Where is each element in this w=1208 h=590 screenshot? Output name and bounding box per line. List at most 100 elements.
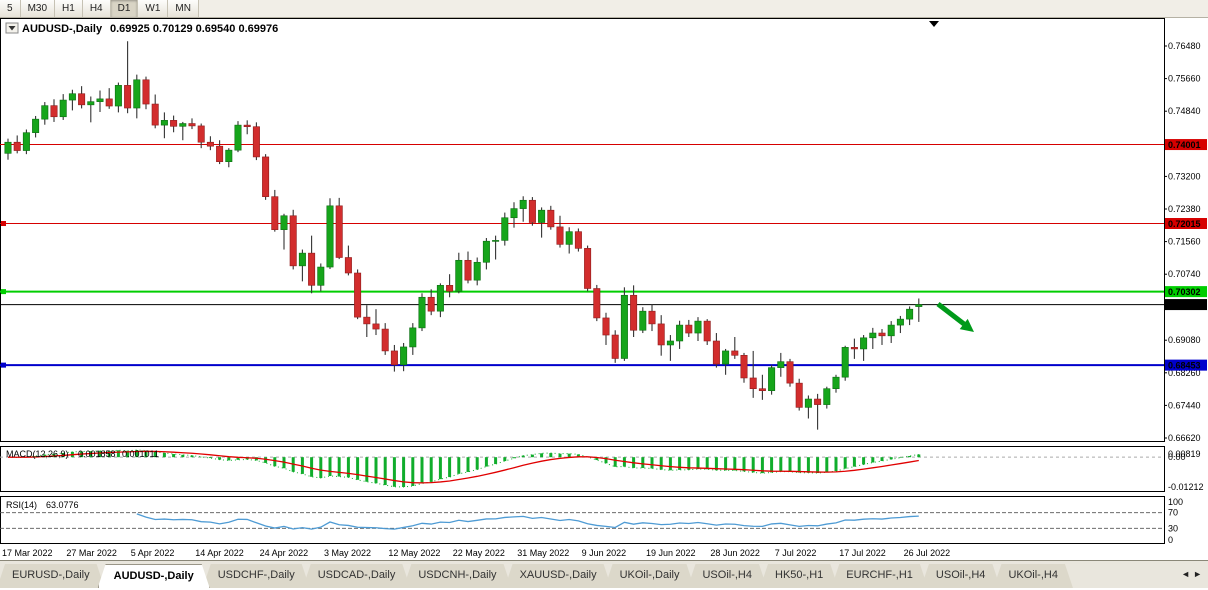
candle bbox=[814, 393, 822, 430]
candle bbox=[344, 245, 352, 276]
chart-tab-eurusd-daily[interactable]: EURUSD-,Daily bbox=[0, 564, 105, 588]
candle bbox=[197, 123, 205, 149]
chart-shift-marker[interactable] bbox=[929, 21, 939, 27]
rsi-value: 63.0776 bbox=[46, 500, 79, 510]
chart-tab-hk50-h1[interactable]: HK50-,H1 bbox=[760, 564, 838, 588]
date-axis-label: 17 Jul 2022 bbox=[839, 548, 886, 558]
candle bbox=[317, 263, 325, 292]
candle bbox=[170, 115, 178, 133]
timeframe-button-5[interactable]: 5 bbox=[0, 0, 21, 17]
price-axis-tick: 0.68260 bbox=[1168, 368, 1201, 378]
chart-tab-usdchf-daily[interactable]: USDCHF-,Daily bbox=[203, 564, 310, 588]
candle bbox=[179, 121, 187, 141]
chart-symbol-title: AUDUSD-,Daily bbox=[22, 23, 103, 35]
candle bbox=[78, 86, 86, 109]
candle bbox=[869, 327, 877, 349]
candle bbox=[13, 135, 21, 154]
candle bbox=[712, 333, 720, 368]
chart-tab-xauusd-daily[interactable]: XAUUSD-,Daily bbox=[505, 564, 612, 588]
timeframe-button-MN[interactable]: MN bbox=[168, 0, 199, 17]
rsi-line bbox=[136, 513, 919, 530]
candle bbox=[630, 285, 638, 338]
price-axis-tick: 0.76480 bbox=[1168, 41, 1201, 51]
timeframe-button-D1[interactable]: D1 bbox=[110, 0, 139, 17]
chart-tab-ukoil-h4[interactable]: UKOil-,H4 bbox=[993, 564, 1073, 588]
candle bbox=[225, 148, 233, 168]
date-axis-label: 19 Jun 2022 bbox=[646, 548, 696, 558]
candle bbox=[252, 122, 260, 161]
chart-tab-usdcad-daily[interactable]: USDCAD-,Daily bbox=[303, 564, 411, 588]
chart-tab-usoil-h4[interactable]: USOil-,H4 bbox=[921, 564, 1001, 588]
timeframe-button-H4[interactable]: H4 bbox=[82, 0, 111, 17]
tab-scroll-left-icon[interactable]: ◄ bbox=[1181, 569, 1194, 579]
macd-signal-value: 0.001011 bbox=[122, 449, 159, 459]
horizontal-line-0.68453[interactable]: 0.68453 bbox=[0, 359, 1207, 371]
line-handle[interactable] bbox=[1, 289, 6, 295]
date-axis-label: 22 May 2022 bbox=[453, 548, 505, 558]
candle bbox=[326, 198, 334, 270]
chart-tab-audusd-daily[interactable]: AUDUSD-,Daily bbox=[98, 564, 210, 588]
candle bbox=[409, 323, 417, 355]
horizontal-line-0.74001[interactable]: 0.74001 bbox=[0, 139, 1207, 151]
horizontal-line-0.69976[interactable]: 0.69976 bbox=[0, 299, 1207, 311]
candle bbox=[87, 96, 95, 123]
candle bbox=[446, 274, 454, 298]
tab-scroll-buttons[interactable]: ◄► bbox=[1177, 569, 1205, 579]
candle bbox=[68, 89, 76, 111]
chart-tab-ukoil-daily[interactable]: UKOil-,Daily bbox=[605, 564, 695, 588]
candle bbox=[372, 309, 380, 336]
line-handle[interactable] bbox=[1, 362, 6, 368]
candle bbox=[427, 289, 435, 316]
candle bbox=[749, 350, 757, 398]
candle bbox=[335, 197, 343, 260]
horizontal-line-0.72015[interactable]: 0.72015 bbox=[0, 218, 1207, 230]
tab-scroll-right-icon[interactable]: ► bbox=[1193, 569, 1205, 579]
rsi-axis-0: 0 bbox=[1168, 535, 1173, 544]
candle bbox=[538, 207, 546, 238]
timeframe-button-W1[interactable]: W1 bbox=[138, 0, 169, 17]
candle bbox=[565, 227, 573, 254]
candle bbox=[850, 338, 858, 359]
candle bbox=[584, 245, 592, 292]
price-axis-tick: 0.75660 bbox=[1168, 74, 1201, 84]
timeframe-button-M30[interactable]: M30 bbox=[20, 0, 56, 17]
date-axis-label: 26 Jul 2022 bbox=[904, 548, 951, 558]
candle bbox=[96, 90, 104, 112]
candle bbox=[648, 304, 656, 332]
date-axis-label: 27 Mar 2022 bbox=[66, 548, 117, 558]
candle bbox=[887, 321, 895, 343]
timeframe-button-H1[interactable]: H1 bbox=[55, 0, 83, 17]
candle bbox=[768, 364, 776, 395]
macd-label: MACD(12,26,9) bbox=[6, 449, 69, 459]
candle bbox=[786, 358, 794, 387]
candle bbox=[243, 120, 251, 135]
candle bbox=[32, 115, 40, 138]
price-label-box bbox=[1165, 286, 1207, 298]
candle bbox=[556, 215, 564, 248]
macd-signal-line bbox=[7, 450, 919, 484]
candle bbox=[896, 315, 904, 334]
price-label-box bbox=[1165, 299, 1207, 311]
chart-tab-usoil-h4[interactable]: USOil-,H4 bbox=[687, 564, 767, 588]
candles-layer bbox=[4, 41, 923, 430]
candle bbox=[878, 329, 886, 345]
date-axis-label: 14 Apr 2022 bbox=[195, 548, 244, 558]
candle bbox=[639, 307, 647, 334]
price-label: 0.69976 bbox=[1168, 300, 1201, 310]
candle bbox=[234, 121, 242, 153]
date-axis-label: 7 Jul 2022 bbox=[775, 548, 817, 558]
line-handle[interactable] bbox=[1, 221, 6, 227]
symbol-dropdown-icon[interactable] bbox=[5, 22, 19, 34]
horizontal-line-0.70302[interactable]: 0.70302 bbox=[0, 286, 1207, 298]
trend-arrow-annotation[interactable] bbox=[936, 302, 974, 332]
candle bbox=[602, 312, 610, 345]
chart-tab-eurchf-h1[interactable]: EURCHF-,H1 bbox=[831, 564, 928, 588]
chart-tab-usdcnh-daily[interactable]: USDCNH-,Daily bbox=[403, 564, 511, 588]
price-chart-canvas[interactable]: 0.76480 0.75660 0.74840 0.73200 0.72380 0.715… bbox=[0, 18, 1208, 442]
date-axis-label: 12 May 2022 bbox=[388, 548, 440, 558]
candle bbox=[528, 197, 536, 226]
candle bbox=[694, 317, 702, 341]
